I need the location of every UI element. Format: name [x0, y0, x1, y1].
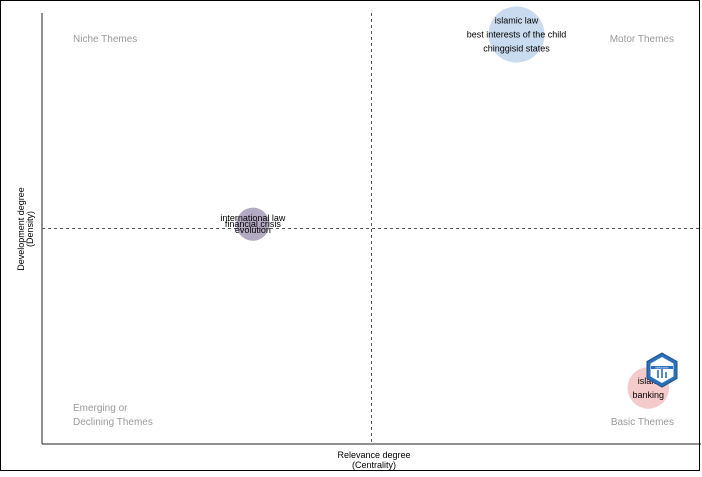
bibliometrix-logo: bibliometrix [646, 352, 678, 388]
quadrant-label-emerging-line1: Emerging or [73, 403, 128, 414]
cluster-1-label-3: chinggisid states [483, 44, 550, 54]
x-axis-label-line2: (Centrality) [352, 460, 396, 470]
quadrant-label-niche: Niche Themes [73, 34, 137, 45]
quadrant-label-emerging-line2: Declining Themes [73, 417, 153, 428]
cluster-bubble-1 [488, 6, 545, 63]
y-axis-label-line1: Development degree [16, 187, 26, 271]
svg-text:bibliometrix: bibliometrix [655, 366, 669, 370]
cluster-2-label-2: financial crisis [225, 219, 282, 229]
quadrant-label-motor: Motor Themes [610, 34, 674, 45]
cluster-3-label-2: banking [633, 390, 665, 400]
x-axis-label-line1: Relevance degree [337, 450, 410, 460]
cluster-bubble-2 [236, 207, 270, 241]
cluster-2-label-1: international law [220, 213, 286, 223]
cluster-3-label-1: islam [638, 376, 659, 386]
clusters-group: islamic law best interests of the child ch… [220, 6, 670, 409]
y-axis-label-line2: (Density) [25, 211, 35, 247]
cluster-2-label-3: evolution [235, 225, 271, 235]
quadrant-label-basic: Basic Themes [611, 417, 674, 428]
cluster-1-label-1: islamic law [495, 16, 539, 26]
cluster-1-label-2: best interests of the child [467, 30, 567, 40]
